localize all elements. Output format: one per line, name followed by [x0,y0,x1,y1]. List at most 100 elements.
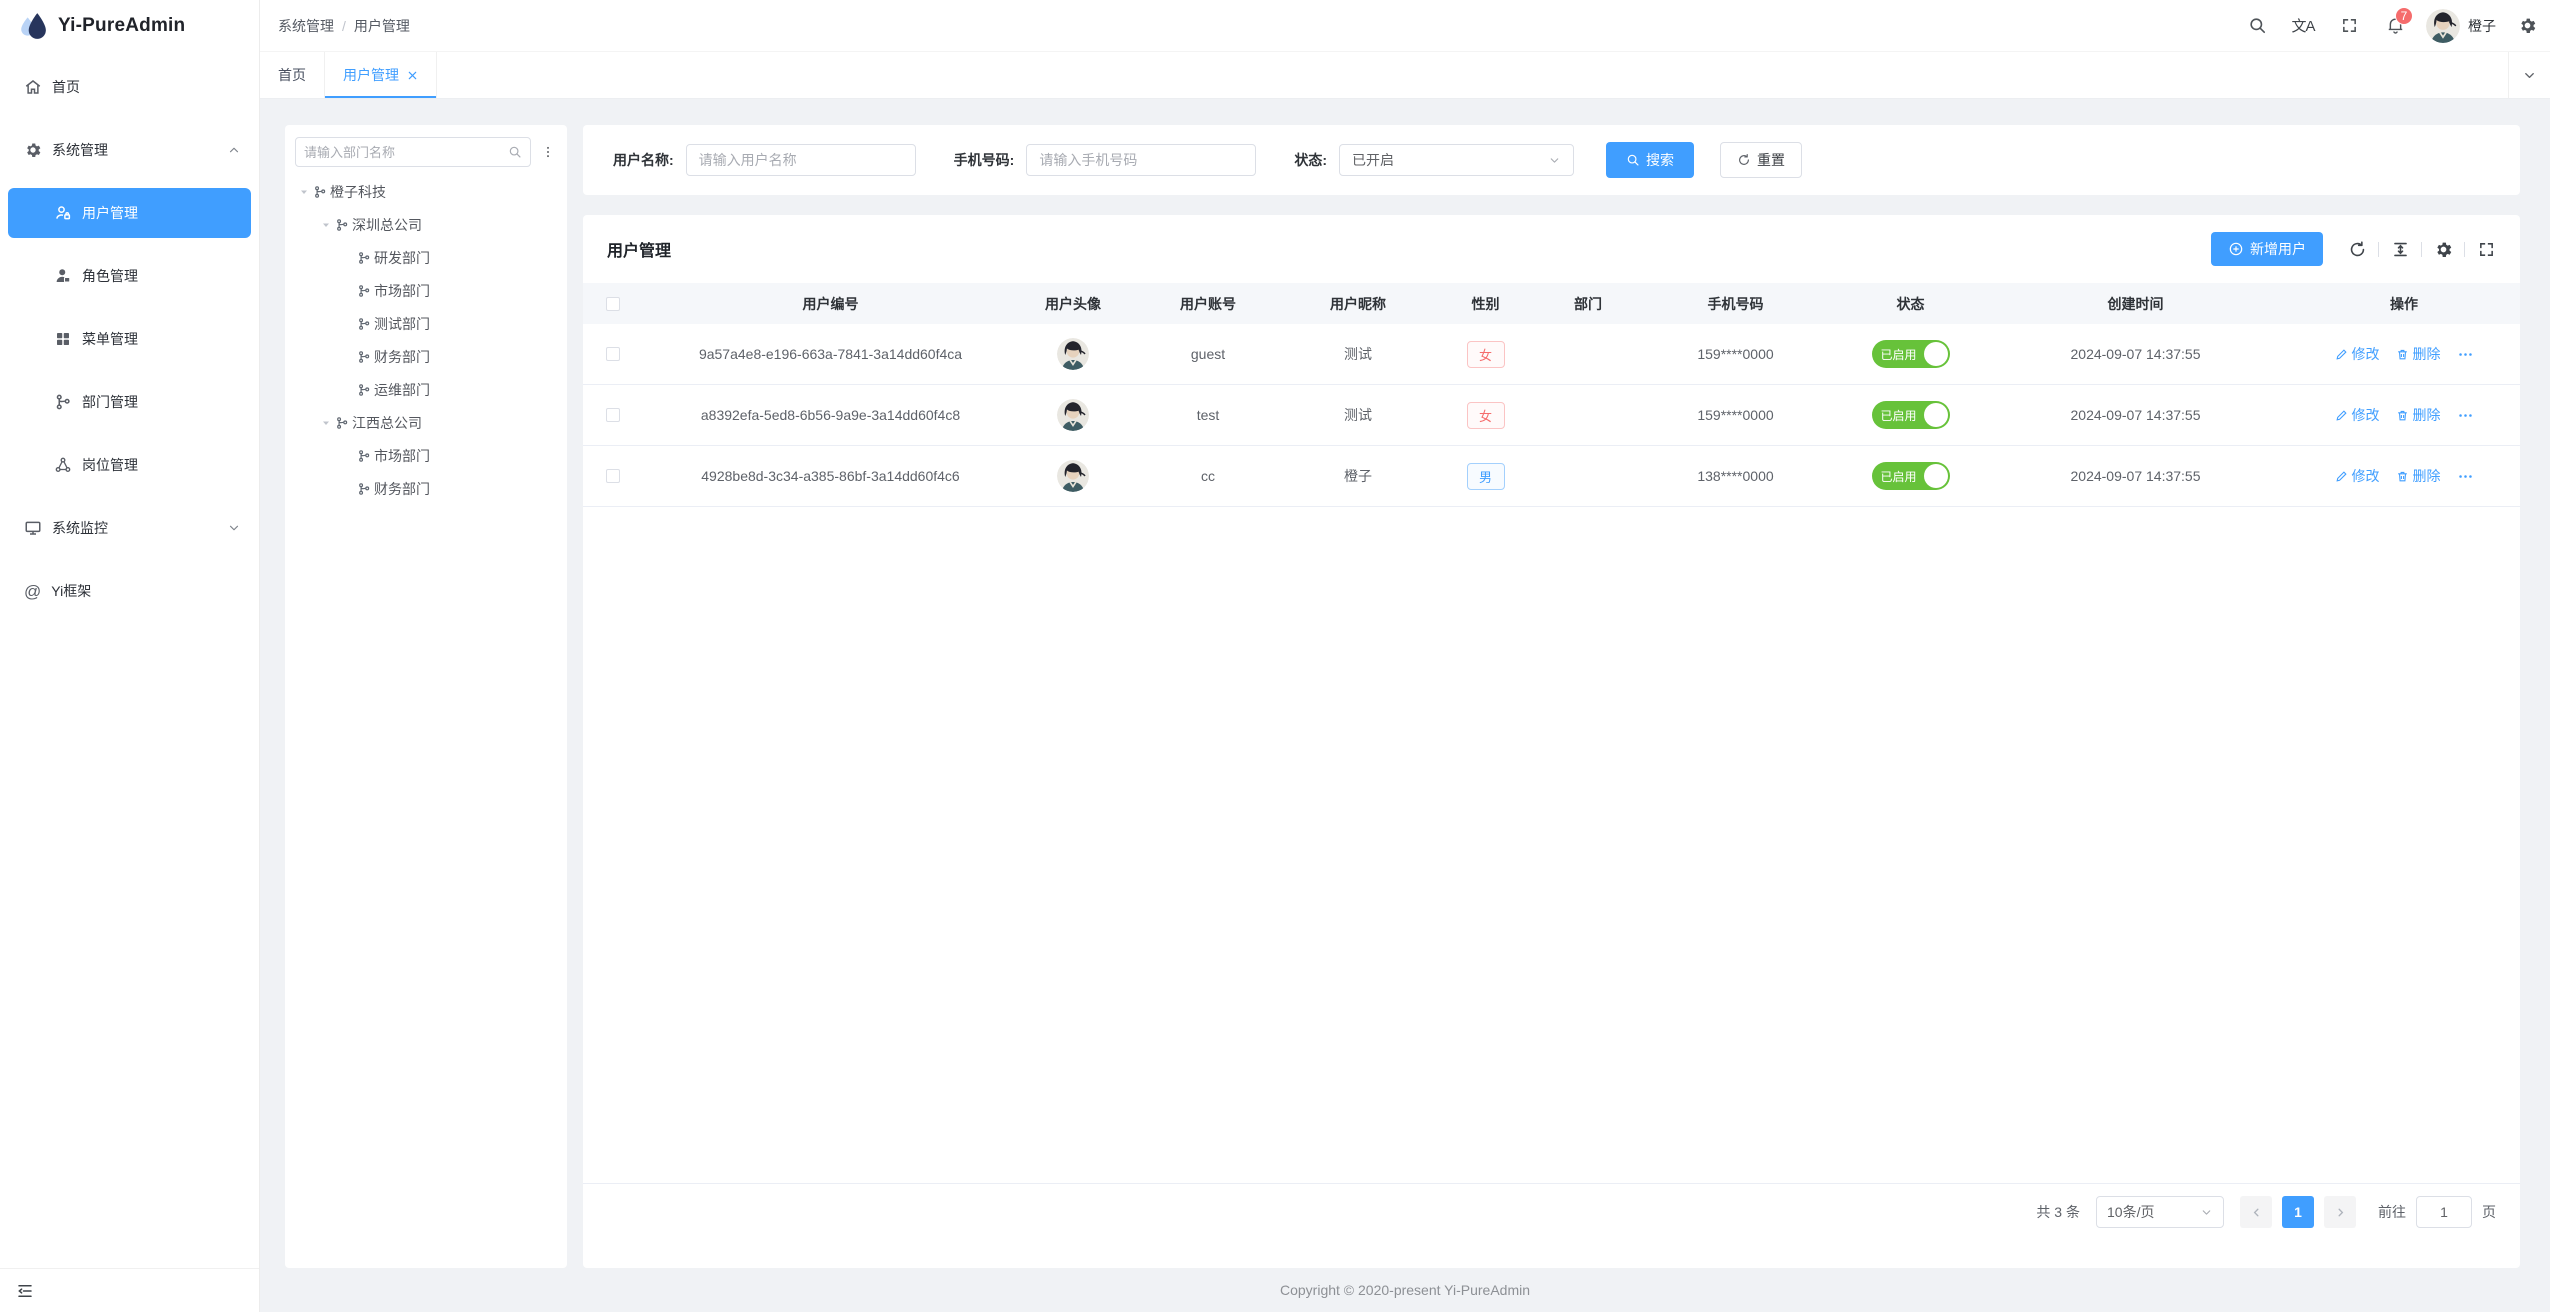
tree-search-input[interactable] [304,144,508,160]
tab-user-management[interactable]: 用户管理 [325,52,437,98]
caret-down-icon[interactable] [295,186,313,198]
table-row: a8392efa-5ed8-6b56-9a9e-3a14dd60f4c8 tes… [583,385,2520,446]
caret-down-icon[interactable] [317,219,335,231]
tree-header [285,125,567,175]
page-size-select[interactable]: 10条/页 [2096,1196,2224,1228]
caret-down-icon[interactable] [317,417,335,429]
tree-node-label: 市场部门 [374,447,430,464]
branch-icon [335,218,349,232]
status-toggle[interactable]: 已启用 [1871,462,1950,490]
page-number-button[interactable]: 1 [2282,1196,2314,1228]
tree-node[interactable]: 江西总公司 [285,406,567,439]
more-actions-button[interactable] [2457,407,2474,424]
delete-button[interactable]: 删除 [2396,466,2441,486]
share-nodes-icon [54,456,72,474]
sidebar-item-system-monitor[interactable]: 系统监控 [0,503,259,553]
tree-node[interactable]: 橙子科技 [285,175,567,208]
tree-node[interactable]: 深圳总公司 [285,208,567,241]
breadcrumb-separator: / [342,17,346,34]
column-header: 部门 [1574,295,1602,312]
pencil-icon [2335,409,2348,422]
edit-label: 修改 [2351,346,2380,362]
branch-icon [357,449,371,463]
grid-icon [54,330,72,348]
collapse-sidebar-icon[interactable] [16,1282,34,1300]
tree-node[interactable]: 市场部门 [285,274,567,307]
delete-label: 删除 [2412,407,2441,423]
fullscreen-icon [2341,17,2358,34]
page-title: 用户管理 [607,243,672,260]
status-select[interactable]: 已开启 [1339,144,1575,176]
user-id-cell: 4928be8d-3c34-a385-86bf-3a14dd60f4c6 [701,468,960,484]
sidebar-item-post-management[interactable]: 岗位管理 [0,440,259,490]
sidebar: Yi-PureAdmin 首页 系统管理 用户管理 [0,0,260,1312]
branch-icon [54,393,72,411]
phone-filter-input[interactable] [1026,144,1257,176]
add-user-button[interactable]: 新增用户 [2211,232,2323,266]
reset-button[interactable]: 重置 [1720,142,1803,178]
nickname-cell: 橙子 [1344,468,1372,484]
table-toolbar: 新增用户 [2211,232,2496,266]
user-menu[interactable]: 橙子 [2418,0,2504,52]
next-page-button[interactable] [2324,1196,2356,1228]
fullscreen-button[interactable] [2326,0,2372,52]
search-submit-button[interactable]: 搜索 [1606,142,1695,178]
breadcrumb-first[interactable]: 系统管理 [278,17,334,34]
refresh-table-icon[interactable] [2347,239,2367,259]
branch-icon [335,416,349,430]
delete-button[interactable]: 删除 [2396,405,2441,425]
more-actions-button[interactable] [2457,346,2474,363]
edit-button[interactable]: 修改 [2335,344,2380,364]
username: 橙子 [2468,17,2496,34]
tree-node[interactable]: 运维部门 [285,373,567,406]
username-filter-input[interactable] [685,144,916,176]
toggle-knob [1923,342,1948,366]
column-settings-icon[interactable] [2433,239,2453,259]
tree-node[interactable]: 财务部门 [285,340,567,373]
sidebar-item-role-management[interactable]: 角色管理 [0,251,259,301]
row-checkbox[interactable] [606,347,620,361]
delete-button[interactable]: 删除 [2396,344,2441,364]
goto-page-input[interactable] [2416,1196,2472,1228]
tree-node[interactable]: 研发部门 [285,241,567,274]
chevron-down-icon [2200,1206,2213,1219]
sidebar-item-system-management[interactable]: 系统管理 [0,125,259,175]
dept-cell [1543,446,1633,506]
prev-page-button[interactable] [2240,1196,2272,1228]
status-toggle[interactable]: 已启用 [1871,340,1950,368]
column-header: 用户账号 [1180,295,1236,312]
row-checkbox[interactable] [606,469,620,483]
sidebar-item-menu-management[interactable]: 菜单管理 [0,314,259,364]
tab-options-button[interactable] [2508,52,2550,98]
search-button[interactable] [2234,0,2280,52]
settings-button[interactable] [2504,0,2550,52]
select-all-checkbox[interactable] [606,296,620,311]
tree-node[interactable]: 市场部门 [285,439,567,472]
status-toggle[interactable]: 已启用 [1871,401,1950,429]
tree-more-button[interactable] [537,137,559,167]
logo-row[interactable]: Yi-PureAdmin [0,0,259,52]
search-button-label: 搜索 [1646,152,1675,168]
row-checkbox[interactable] [606,408,620,422]
row-density-icon[interactable] [2390,239,2410,259]
sidebar-item-yi-framework[interactable]: @ Yi框架 [0,566,259,616]
gender-badge: 女 [1466,340,1505,368]
sidebar-item-dept-management[interactable]: 部门管理 [0,377,259,427]
edit-button[interactable]: 修改 [2335,466,2380,486]
more-actions-button[interactable] [2457,468,2474,485]
avatar [1057,460,1089,492]
tab-home[interactable]: 首页 [260,52,325,98]
tree-node[interactable]: 测试部门 [285,307,567,340]
chevron-down-icon [1548,154,1561,167]
edit-button[interactable]: 修改 [2335,405,2380,425]
close-icon[interactable] [407,70,418,81]
sidebar-item-home[interactable]: 首页 [0,62,259,112]
monitor-icon [24,519,42,537]
translate-button[interactable]: 文A [2280,0,2326,52]
table-fullscreen-icon[interactable] [2476,239,2496,259]
notifications-button[interactable]: 7 [2372,0,2418,52]
account-cell: test [1196,407,1220,423]
tree-node[interactable]: 财务部门 [285,472,567,505]
sidebar-item-user-management[interactable]: 用户管理 [8,188,251,238]
footer: Copyright © 2020-present Yi-PureAdmin [260,1268,2550,1312]
